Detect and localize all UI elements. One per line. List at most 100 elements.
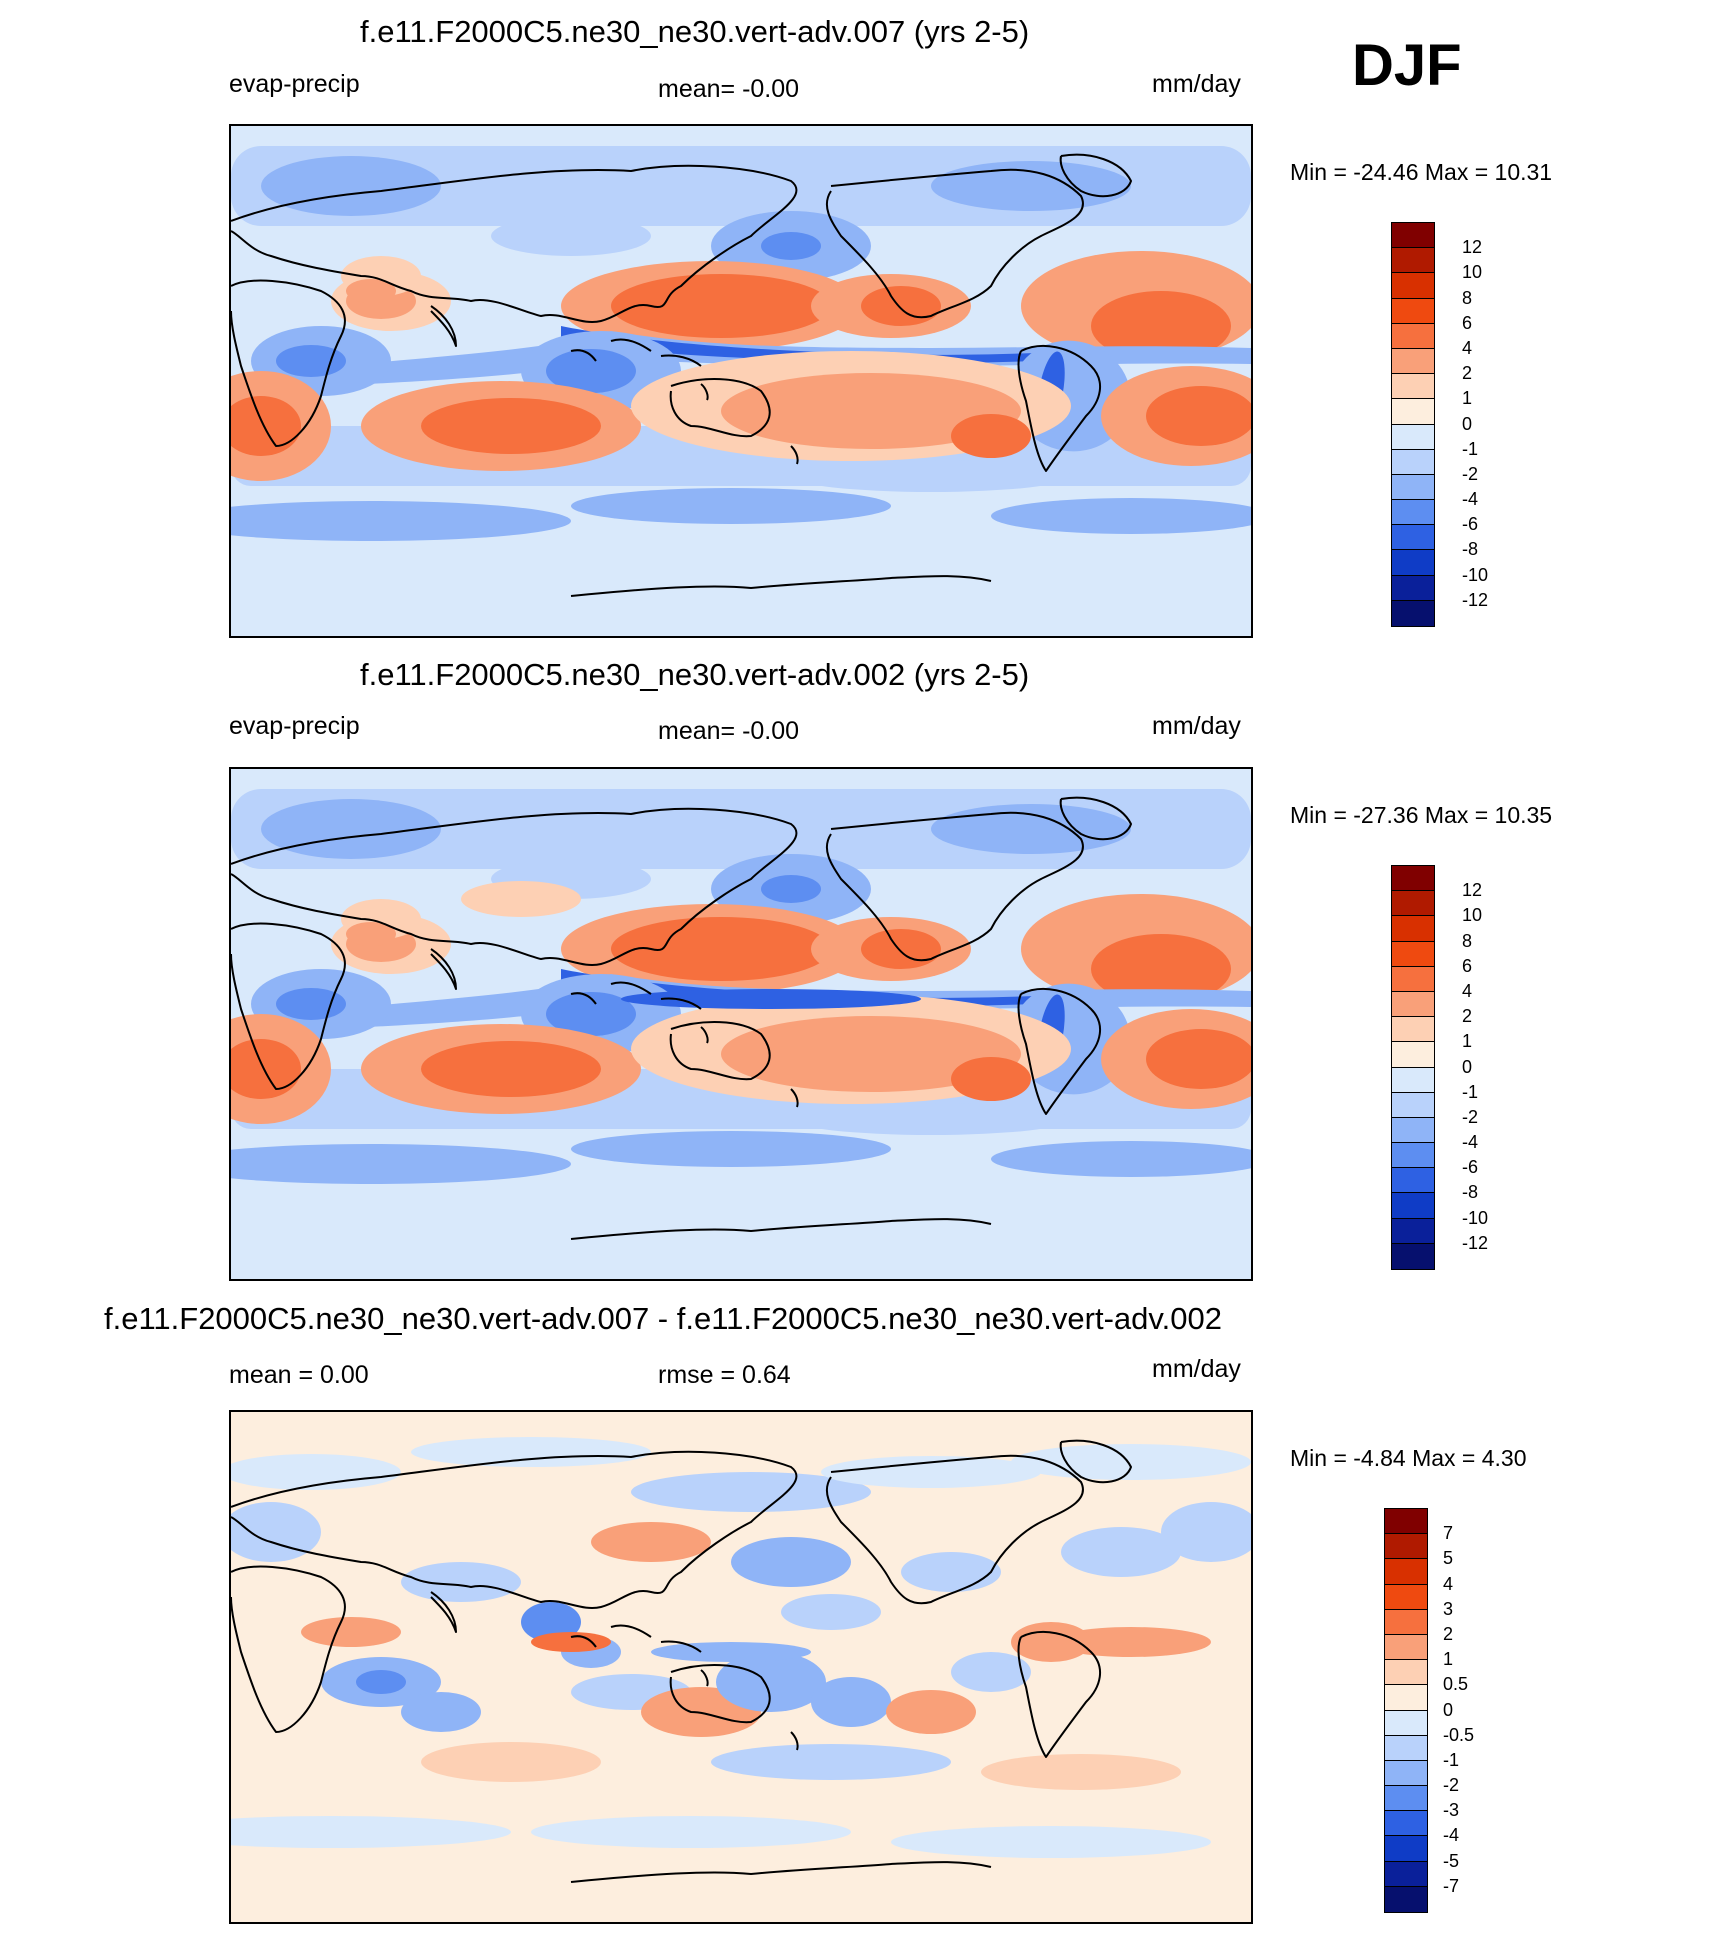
colorbar-box (1392, 424, 1434, 450)
colorbar-tick-label: 12 (1462, 237, 1483, 258)
colorbar-tick-label: -5 (1443, 1850, 1460, 1871)
colorbar-tick-label: -7 (1443, 1875, 1460, 1896)
colorbar-tick-label: 1 (1443, 1649, 1454, 1670)
colorbar-tick-label: 0 (1462, 1056, 1473, 1077)
colorbar-box (1392, 474, 1434, 501)
panel-1-units-label: mm/day (1152, 70, 1241, 98)
colorbar-box (1392, 248, 1434, 274)
panel-3-rmse-label: rmse = 0.64 (658, 1361, 791, 1389)
colorbar-tick-label: -1 (1462, 1081, 1479, 1102)
panel-3-colorbar (1384, 1508, 1428, 1913)
colorbar-tick-label: -8 (1462, 539, 1479, 560)
colorbar-tick-label: 0 (1443, 1699, 1454, 1720)
panel-3-map-field (231, 1412, 1251, 1922)
colorbar-tick-label: 2 (1443, 1623, 1454, 1644)
colorbar-tick-label: 7 (1443, 1523, 1454, 1544)
colorbar-box (1392, 1143, 1434, 1169)
colorbar-tick-label: -4 (1462, 489, 1479, 510)
panel-3-title: f.e11.F2000C5.ne30_ne30.vert-adv.007 - f… (104, 1301, 1222, 1336)
colorbar-box (1392, 866, 1434, 892)
panel-2-mean-label: mean= -0.00 (658, 717, 800, 745)
colorbar-box (1392, 1017, 1434, 1043)
colorbar-box (1385, 1710, 1427, 1736)
colorbar-tick-label: 4 (1443, 1573, 1454, 1594)
colorbar-box (1392, 1243, 1434, 1269)
colorbar-box (1392, 298, 1434, 324)
colorbar-box (1385, 1811, 1427, 1837)
colorbar-tick-label: -10 (1462, 564, 1489, 585)
colorbar-box (1392, 1218, 1434, 1244)
colorbar-box (1392, 1067, 1434, 1093)
panel-1-map-field (231, 126, 1251, 636)
panel-3-map (229, 1410, 1253, 1924)
panel-3-units-label: mm/day (1152, 1355, 1241, 1383)
panel-2-title: f.e11.F2000C5.ne30_ne30.vert-adv.002 (yr… (360, 657, 1030, 692)
colorbar-box (1385, 1559, 1427, 1585)
panel-1-title: f.e11.F2000C5.ne30_ne30.vert-adv.007 (yr… (360, 14, 1030, 49)
colorbar-box (1392, 1193, 1434, 1219)
colorbar-tick-label: 0 (1462, 413, 1473, 434)
colorbar-box (1392, 348, 1434, 375)
colorbar-box (1392, 1117, 1434, 1144)
colorbar-tick-label: 6 (1462, 312, 1473, 333)
panel-3-minmax: Min = -4.84 Max = 4.30 (1290, 1445, 1527, 1471)
panel-1-variable-label: evap-precip (229, 70, 360, 98)
colorbar-tick-label: -4 (1443, 1825, 1460, 1846)
colorbar-box (1392, 374, 1434, 400)
colorbar-tick-label: 3 (1443, 1598, 1454, 1619)
panel-3-mean-label: mean = 0.00 (229, 1361, 369, 1389)
colorbar-box (1392, 273, 1434, 299)
colorbar-tick-label: -3 (1443, 1800, 1460, 1821)
colorbar-box (1385, 1735, 1427, 1761)
panel-2-variable-label: evap-precip (229, 712, 360, 740)
colorbar-box (1392, 891, 1434, 917)
colorbar-box (1392, 1168, 1434, 1194)
colorbar-box (1385, 1660, 1427, 1686)
colorbar-tick-label: 12 (1462, 880, 1483, 901)
colorbar-tick-label: 0.5 (1443, 1674, 1469, 1695)
colorbar-tick-label: -4 (1462, 1132, 1479, 1153)
colorbar-box (1392, 399, 1434, 425)
panel-1-minmax: Min = -24.46 Max = 10.31 (1290, 159, 1553, 185)
colorbar-tick-label: 10 (1462, 905, 1483, 926)
colorbar-tick-label: 4 (1462, 980, 1473, 1001)
colorbar-box (1392, 449, 1434, 475)
colorbar-box (1392, 966, 1434, 992)
colorbar-tick-label: -6 (1462, 1157, 1479, 1178)
panel-1-colorbar (1391, 222, 1435, 627)
colorbar-box (1385, 1760, 1427, 1787)
colorbar-box (1385, 1534, 1427, 1560)
colorbar-tick-label: -0.5 (1443, 1724, 1475, 1745)
colorbar-tick-label: 8 (1462, 287, 1473, 308)
colorbar-tick-label: 6 (1462, 955, 1473, 976)
panel-2-map-field (231, 769, 1251, 1279)
colorbar-box (1385, 1861, 1427, 1887)
colorbar-tick-label: -2 (1462, 1106, 1479, 1127)
colorbar-tick-label: 2 (1462, 1006, 1473, 1027)
colorbar-box (1385, 1584, 1427, 1610)
panel-1-mean-label: mean= -0.00 (658, 75, 800, 103)
colorbar-box (1392, 1042, 1434, 1068)
colorbar-box (1392, 575, 1434, 601)
season-label: DJF (1352, 33, 1462, 98)
colorbar-box (1392, 1092, 1434, 1118)
colorbar-tick-label: 1 (1462, 1031, 1473, 1052)
colorbar-box (1385, 1886, 1427, 1912)
colorbar-box (1392, 550, 1434, 576)
colorbar-box (1385, 1634, 1427, 1661)
panel-1-map (229, 124, 1253, 638)
colorbar-tick-label: 2 (1462, 363, 1473, 384)
colorbar-tick-label: 1 (1462, 388, 1473, 409)
colorbar-tick-label: -10 (1462, 1207, 1489, 1228)
colorbar-box (1392, 323, 1434, 349)
colorbar-box (1392, 500, 1434, 526)
colorbar-tick-label: -12 (1462, 589, 1489, 610)
colorbar-box (1385, 1509, 1427, 1535)
colorbar-box (1392, 916, 1434, 942)
colorbar-tick-label: 5 (1443, 1548, 1454, 1569)
colorbar-box (1385, 1609, 1427, 1635)
colorbar-tick-label: 10 (1462, 262, 1483, 283)
panel-2-colorbar (1391, 865, 1435, 1270)
colorbar-box (1385, 1836, 1427, 1862)
panel-2-units-label: mm/day (1152, 712, 1241, 740)
